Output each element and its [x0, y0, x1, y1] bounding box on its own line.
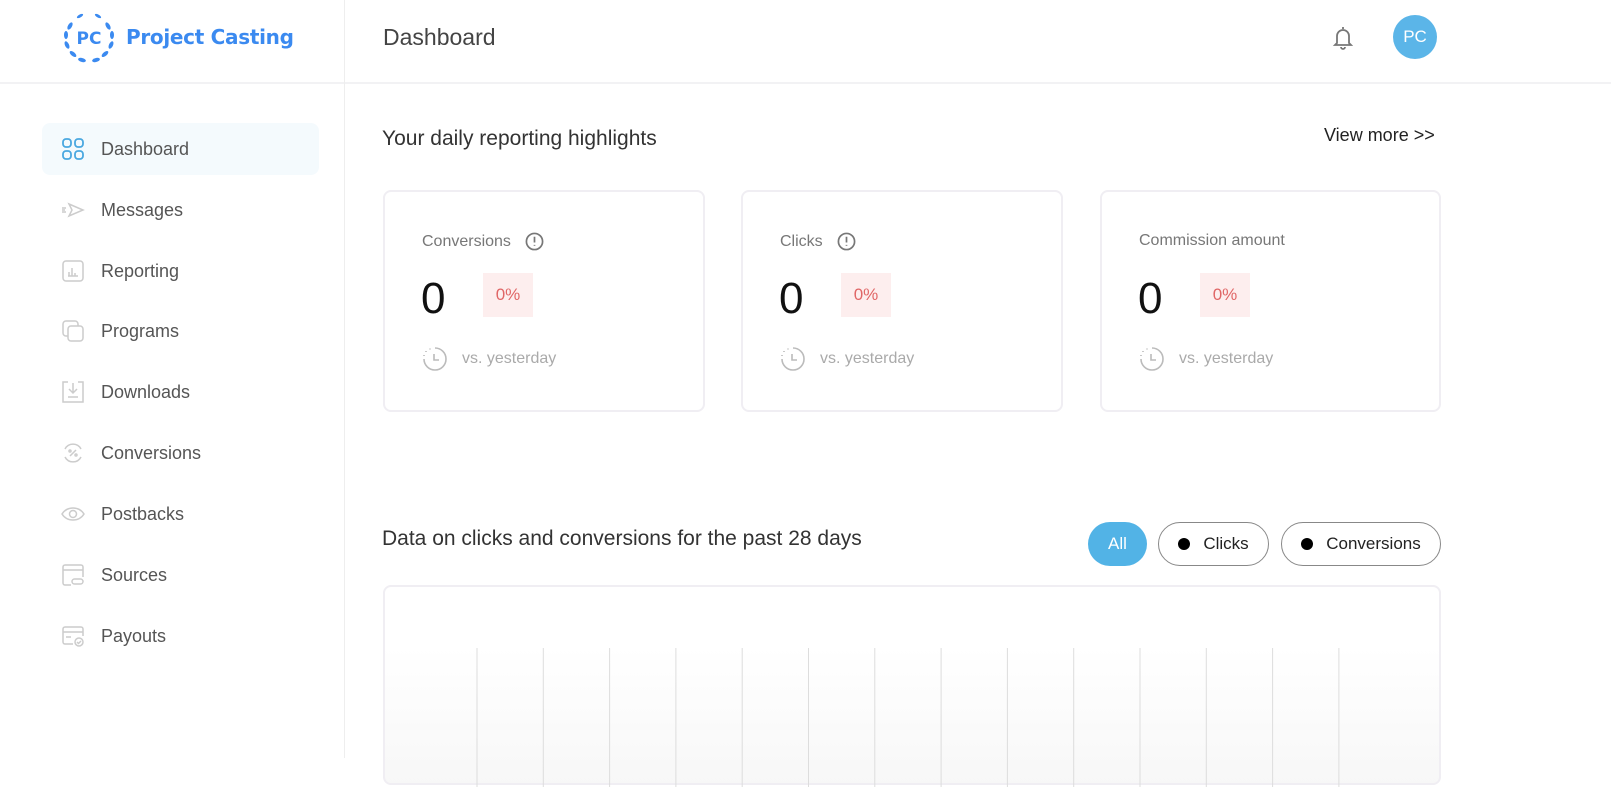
- copy-icon: [62, 320, 84, 342]
- sidebar-item-label: Dashboard: [101, 138, 190, 159]
- sidebar-item-label: Payouts: [101, 625, 167, 646]
- clock-icon: [781, 347, 805, 371]
- conversions-card: Conversions 0 0% vs. yesterday: [383, 190, 705, 412]
- sidebar: Dashboard Messages Reporting Programs Do…: [0, 84, 345, 758]
- sidebar-item-reporting[interactable]: Reporting: [42, 245, 319, 297]
- filter-all-button[interactable]: All: [1088, 522, 1147, 566]
- report-icon: [62, 260, 84, 282]
- card-label: Clicks: [780, 232, 856, 251]
- bell-icon[interactable]: [1331, 25, 1355, 51]
- legend-dot-icon: [1301, 538, 1314, 550]
- sidebar-item-label: Programs: [101, 320, 180, 341]
- change-badge: 0%: [483, 273, 533, 317]
- sidebar-item-downloads[interactable]: Downloads: [42, 366, 319, 418]
- sidebar-item-payouts[interactable]: Payouts: [42, 610, 319, 662]
- commission-card: Commission amount 0 0% vs. yesterday: [1100, 190, 1441, 412]
- card-value: 0: [779, 274, 804, 323]
- compare-row: vs. yesterday: [422, 346, 556, 372]
- change-badge: 0%: [1200, 273, 1250, 317]
- clicks-card: Clicks 0 0% vs. yesterday: [741, 190, 1063, 412]
- sidebar-item-label: Reporting: [101, 260, 180, 281]
- card-value: 0: [421, 274, 446, 323]
- clock-icon: [1140, 347, 1164, 371]
- chart-section-title: Data on clicks and conversions for the p…: [382, 527, 862, 550]
- sidebar-item-label: Conversions: [101, 442, 202, 463]
- header-divider: [344, 0, 345, 84]
- compare-text: vs. yesterday: [1179, 350, 1274, 367]
- sidebar-item-programs[interactable]: Programs: [42, 305, 319, 357]
- svg-text:PC: PC: [77, 29, 102, 49]
- sidebar-item-messages[interactable]: Messages: [42, 184, 319, 236]
- user-avatar[interactable]: PC: [1393, 15, 1437, 59]
- view-more-link[interactable]: View more >>: [1324, 125, 1435, 145]
- filter-conversions-button[interactable]: Conversions: [1281, 522, 1441, 566]
- grid-icon: [62, 138, 84, 160]
- percent-cycle-icon: [64, 443, 82, 463]
- card-label-text: Clicks: [780, 232, 823, 250]
- chart-plot: [476, 648, 1340, 787]
- send-icon: [62, 202, 85, 218]
- sidebar-item-dashboard[interactable]: Dashboard: [42, 123, 319, 175]
- chart-card: [383, 585, 1441, 787]
- card-label: Commission amount: [1139, 232, 1285, 250]
- sidebar-item-conversions[interactable]: Conversions: [42, 427, 319, 479]
- sidebar-item-label: Messages: [101, 199, 184, 220]
- eye-icon: [61, 507, 85, 521]
- sidebar-item-postbacks[interactable]: Postbacks: [42, 488, 319, 540]
- card-label: Conversions: [422, 232, 544, 251]
- laurel-logo-icon: PC: [64, 13, 114, 63]
- info-icon[interactable]: [837, 232, 856, 251]
- filter-label: Conversions: [1326, 534, 1421, 553]
- change-badge: 0%: [841, 273, 891, 317]
- compare-text: vs. yesterday: [820, 350, 915, 367]
- top-header: PC Project Casting Dashboard PC: [0, 0, 1611, 84]
- compare-row: vs. yesterday: [780, 346, 914, 372]
- info-icon[interactable]: [525, 232, 544, 251]
- compare-row: vs. yesterday: [1139, 346, 1273, 372]
- card-check-icon: [62, 626, 84, 647]
- card-label-text: Commission amount: [1139, 232, 1285, 249]
- sidebar-item-label: Sources: [101, 564, 168, 585]
- download-icon: [62, 381, 84, 403]
- logo[interactable]: PC Project Casting: [60, 8, 294, 66]
- card-value: 0: [1138, 274, 1163, 323]
- sidebar-item-label: Postbacks: [101, 503, 185, 524]
- highlights-title: Your daily reporting highlights: [382, 127, 657, 150]
- sidebar-item-label: Downloads: [101, 381, 191, 402]
- filter-clicks-button[interactable]: Clicks: [1158, 522, 1269, 566]
- browser-link-icon: [62, 564, 84, 586]
- sidebar-item-sources[interactable]: Sources: [42, 549, 319, 601]
- brand-name: Project Casting: [126, 25, 294, 49]
- page-title: Dashboard: [383, 24, 496, 50]
- clock-icon: [423, 347, 447, 371]
- compare-text: vs. yesterday: [462, 350, 557, 367]
- filter-label: Clicks: [1203, 534, 1249, 553]
- legend-dot-icon: [1178, 538, 1191, 550]
- card-label-text: Conversions: [422, 232, 511, 250]
